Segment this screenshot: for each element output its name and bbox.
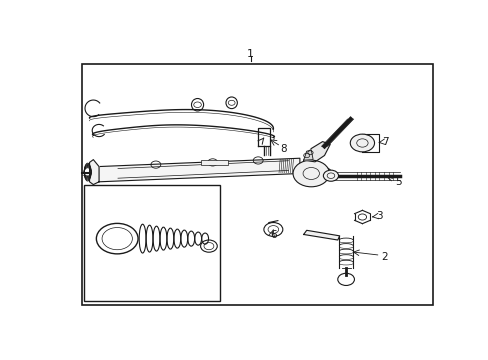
Circle shape <box>349 134 374 152</box>
Circle shape <box>323 170 338 181</box>
Bar <box>201 160 227 165</box>
Text: 4: 4 <box>85 195 92 206</box>
Polygon shape <box>303 141 329 162</box>
Text: 6: 6 <box>270 230 276 240</box>
Text: 1: 1 <box>246 49 254 59</box>
Polygon shape <box>89 159 99 185</box>
Text: 2: 2 <box>381 252 387 262</box>
Bar <box>84 185 220 301</box>
Polygon shape <box>303 230 339 240</box>
Text: 8: 8 <box>280 144 286 153</box>
Circle shape <box>312 167 331 181</box>
Text: 7: 7 <box>382 137 388 147</box>
Polygon shape <box>99 158 299 182</box>
Bar <box>82 64 432 305</box>
Text: 3: 3 <box>376 211 382 221</box>
Text: 5: 5 <box>395 177 401 187</box>
Polygon shape <box>303 150 312 160</box>
Circle shape <box>292 160 329 187</box>
